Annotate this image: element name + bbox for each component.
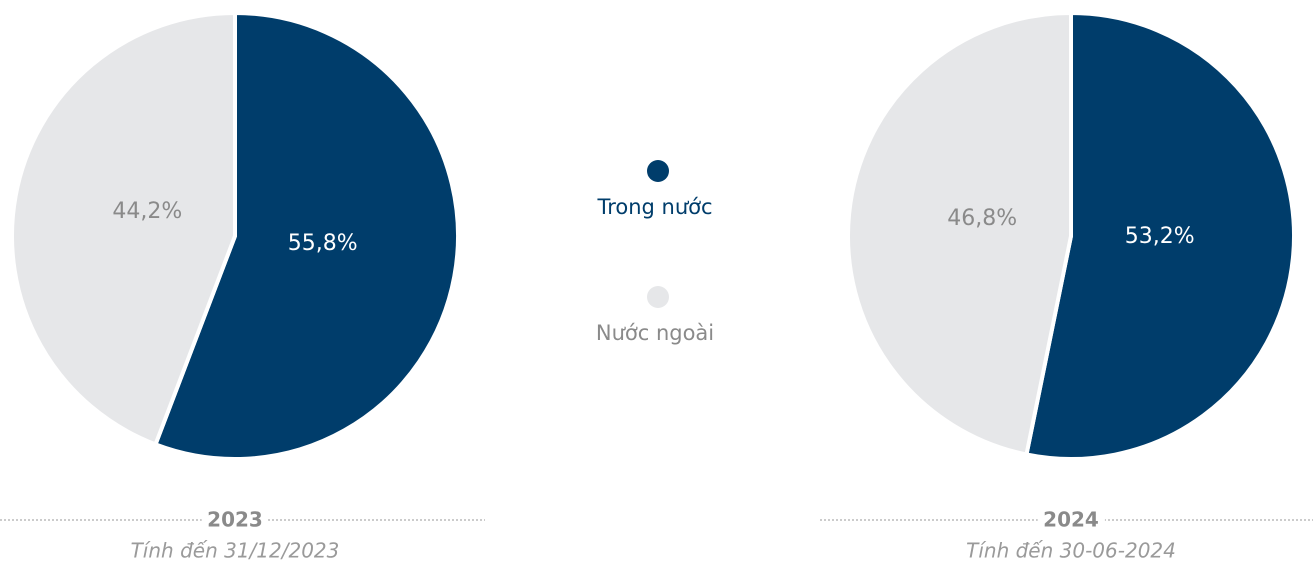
legend-marker xyxy=(647,286,669,308)
pie-slice xyxy=(10,10,237,447)
pie-slice xyxy=(152,10,460,461)
data-label: 55,8% xyxy=(288,231,358,256)
legend-label: Trong nước xyxy=(596,195,712,219)
legend-label: Nước ngoài xyxy=(596,321,714,345)
data-label: 46,8% xyxy=(947,206,1017,231)
data-label: 53,2% xyxy=(1125,224,1195,249)
pie-slice xyxy=(846,10,1073,457)
chart-subtitle: Tính đến 31/12/2023 xyxy=(131,539,340,563)
pie-slice xyxy=(1024,10,1296,461)
legend-marker xyxy=(647,160,669,182)
chart-title: 2024 xyxy=(1043,508,1099,532)
chart-title: 2023 xyxy=(207,508,263,532)
data-label: 44,2% xyxy=(112,199,182,224)
chart-subtitle: Tính đến 30-06-2024 xyxy=(966,539,1176,563)
